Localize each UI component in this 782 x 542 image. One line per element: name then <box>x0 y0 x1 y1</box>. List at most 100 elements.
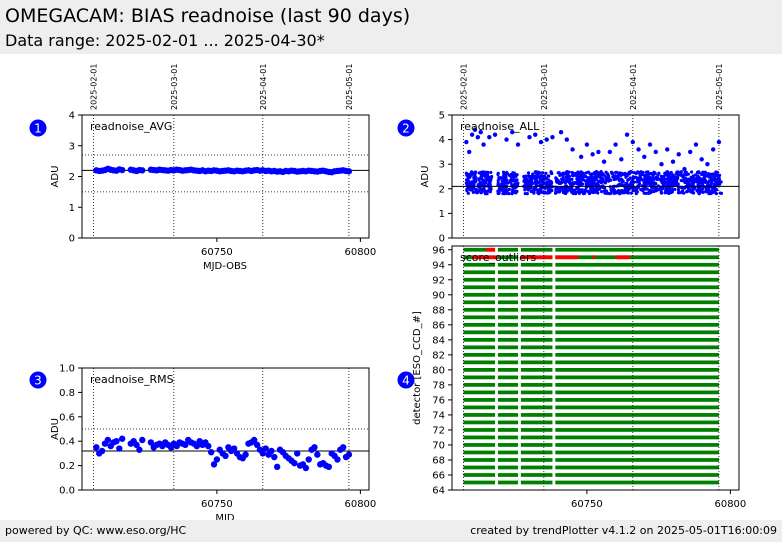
p2-data-point <box>696 186 701 190</box>
p3-data-point <box>242 451 249 458</box>
p2-data-point <box>592 175 596 180</box>
p3-axes-frame <box>81 367 370 491</box>
p2-data-point <box>652 177 656 181</box>
p4-detector-cell <box>463 405 496 410</box>
p2-y-tick-label: 5 <box>439 111 445 122</box>
p4-panel-label: score_outliers <box>460 251 536 264</box>
p2-data-point <box>496 178 500 183</box>
p2-data-point <box>705 162 710 167</box>
p2-data-point <box>466 173 470 177</box>
p2-data-point <box>469 132 475 137</box>
p2-data-point <box>544 171 548 175</box>
p3-y-tick-label: 0.0 <box>59 486 75 497</box>
p4-badge-circle <box>397 371 415 389</box>
p2-data-point <box>693 142 699 147</box>
p2-data-point <box>583 188 588 192</box>
p2-data-point <box>698 176 702 180</box>
p3-data-point <box>113 438 120 445</box>
p2-data-point <box>666 176 671 180</box>
p1-date-label: 2025-03-01 <box>170 64 179 111</box>
p2-data-point <box>499 182 503 186</box>
p4-detector-cell <box>497 322 519 327</box>
p2-data-point <box>679 190 684 195</box>
p2-data-point <box>618 192 622 196</box>
p3-y-axis-label: ADU <box>50 418 61 440</box>
p4-detector-cell <box>555 473 719 477</box>
p2-data-point <box>669 170 673 175</box>
p2-data-point <box>607 149 613 155</box>
p2-data-point <box>487 179 492 183</box>
p2-data-point <box>550 171 554 176</box>
p4-y-tick-label: 74 <box>432 410 445 421</box>
p4-detector-cell <box>463 398 496 402</box>
p3-data-point <box>104 436 112 444</box>
p2-data-point <box>547 178 551 182</box>
p2-data-point <box>560 186 564 190</box>
p2-data-point <box>573 188 577 192</box>
p2-data-point <box>715 170 720 175</box>
p3-x-tick-label: 60800 <box>344 499 376 510</box>
p2-data-point <box>696 179 700 183</box>
p2-date-label: 2025-03-01 <box>540 64 549 111</box>
p2-data-point <box>710 147 716 152</box>
p1-date-label: 2025-05-01 <box>345 64 354 111</box>
p2-data-point <box>554 179 559 183</box>
p4-detector-cell <box>555 285 719 290</box>
p2-data-point <box>705 187 709 191</box>
p2-data-point <box>561 189 565 193</box>
p2-data-point <box>527 174 531 178</box>
p1-badge-number: 1 <box>34 122 42 136</box>
p2-data-point <box>515 173 519 177</box>
p1-y-tick-label: 1 <box>69 203 75 214</box>
p4-detector-cell <box>497 368 519 372</box>
p2-data-point <box>534 182 538 186</box>
p2-data-point <box>639 187 643 192</box>
p2-data-point <box>717 180 721 184</box>
p4-y-tick-label: 66 <box>432 470 445 481</box>
p4-detector-cell <box>555 292 719 297</box>
p4-detector-cell <box>497 262 519 267</box>
p2-data-point <box>662 177 666 182</box>
p2-y-axis-label: ADU <box>420 166 431 188</box>
p2-data-point <box>676 152 681 157</box>
p4-detector-cell <box>555 405 719 410</box>
p2-data-point <box>670 187 674 191</box>
p3-x-axis-label: MJD <box>215 513 235 520</box>
p4-y-tick-label: 78 <box>432 380 445 391</box>
p2-badge-circle <box>397 119 415 137</box>
p2-data-point <box>617 178 621 183</box>
p2-data-point <box>669 176 673 181</box>
p3-data-point <box>139 436 146 444</box>
p3-data-point <box>133 441 140 449</box>
p4-detector-cell <box>463 247 496 252</box>
data-range-subtitle: Data range: 2025-02-01 ... 2025-04-30* <box>5 31 325 50</box>
p2-data-point <box>537 180 541 185</box>
p4-detector-cell <box>497 383 519 387</box>
p2-data-point <box>533 132 538 137</box>
p2-data-point <box>656 173 660 177</box>
p2-data-point <box>510 178 514 182</box>
p2-data-point <box>589 181 593 185</box>
p2-data-point <box>630 179 634 183</box>
p4-detector-cell <box>520 352 553 357</box>
p2-data-point <box>691 191 696 195</box>
p2-data-point <box>698 190 702 194</box>
p2-data-point <box>691 175 695 180</box>
p2-data-point <box>504 172 508 176</box>
p2-data-point <box>694 177 698 181</box>
p2-data-point <box>578 154 584 160</box>
p2-data-point <box>500 179 504 183</box>
p2-date-label: 2025-05-01 <box>715 64 724 111</box>
p2-data-point <box>632 171 636 175</box>
p2-data-point <box>628 176 632 180</box>
p4-detector-cell <box>463 337 496 342</box>
p2-data-point <box>564 137 569 142</box>
p2-data-point <box>599 169 603 174</box>
p2-data-point <box>584 142 590 147</box>
p2-data-point <box>627 187 631 191</box>
p4-detector-cell <box>520 368 553 372</box>
p2-data-point <box>616 173 620 177</box>
p2-data-point <box>580 182 585 186</box>
p3-data-point <box>222 452 229 460</box>
p1-x-tick-label: 60750 <box>201 247 233 258</box>
